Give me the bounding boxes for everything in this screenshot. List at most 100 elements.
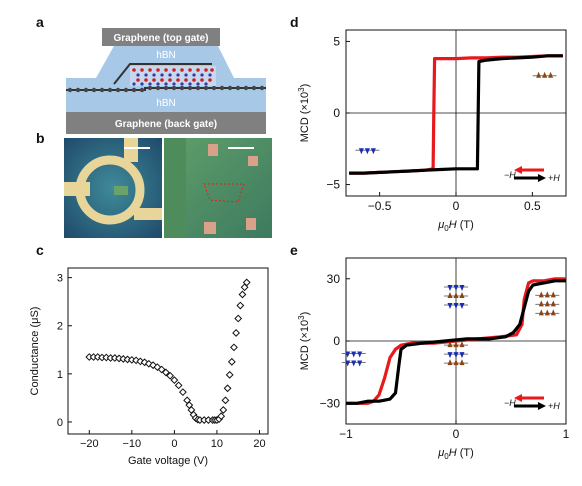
panel-letter-c: c	[36, 242, 44, 258]
mcd-hysteresis-chart-e: −1 0 1 −30 0 30 μ0H (T) MCD (×103) −H +H	[297, 257, 570, 461]
x-tick-label: −10	[122, 438, 141, 450]
legend-label-minus-h: −H	[504, 398, 516, 408]
spin-arrow-down	[370, 148, 376, 155]
spin-arrow-down	[459, 352, 465, 359]
spin-arrow-down	[453, 285, 459, 292]
spin-arrow-down	[459, 285, 465, 292]
data-point	[161, 368, 170, 377]
spin-arrow-up	[459, 341, 465, 348]
spin-arrow-up	[544, 300, 550, 307]
data-point	[230, 343, 238, 352]
spin-arrow-down	[447, 303, 453, 310]
legend-arrowhead-plus-h	[538, 174, 546, 182]
data-point	[242, 278, 251, 287]
data-point	[140, 358, 149, 367]
y-tick-label: −30	[320, 396, 341, 410]
legend-label-minus-h: −H	[504, 170, 516, 180]
plot-frame	[67, 267, 269, 435]
spin-arrow-down	[358, 148, 364, 155]
spin-arrow-up	[544, 309, 550, 316]
y-tick-label: 3	[57, 273, 63, 285]
spin-state-antiparallel-bottom	[444, 341, 468, 366]
spin-arrow-down	[453, 303, 459, 310]
data-point	[157, 365, 166, 374]
spin-arrow-up	[453, 359, 459, 366]
spin-state-down	[355, 148, 380, 155]
x-axis-label: μ0H (T)	[437, 447, 474, 461]
spin-arrow-up	[459, 292, 465, 299]
y-axis-label: MCD (×103)	[297, 84, 311, 143]
data-point	[221, 396, 230, 405]
spin-arrow-down	[364, 148, 370, 155]
data-point	[238, 290, 247, 299]
spin-arrow-up	[447, 359, 453, 366]
spin-arrow-down	[447, 285, 453, 292]
back-gate-label: Graphene (back gate)	[115, 119, 217, 130]
cri3-crystal	[130, 66, 216, 86]
series-line-plus-h	[349, 54, 563, 175]
bottom-hbn-layer	[66, 90, 266, 112]
data-point	[217, 412, 226, 421]
data-point	[234, 314, 243, 323]
y-tick-label: 5	[333, 34, 340, 48]
optical-micrograph-left	[64, 138, 162, 238]
x-tick-label: −20	[80, 438, 99, 450]
y-tick-label: 1	[57, 369, 63, 381]
x-tick-label: 10	[211, 438, 223, 450]
y-tick-label: −5	[326, 178, 340, 192]
spin-arrow-down	[357, 360, 363, 367]
conductance-chart: −20 −10 0 10 20 0 1 2 3 Gate voltage (V) Conductan…	[29, 267, 269, 467]
x-tick-label: 20	[253, 438, 265, 450]
graphene-dots	[67, 85, 265, 93]
back-gate-layer	[66, 112, 266, 134]
spin-arrow-up	[542, 71, 548, 78]
spin-arrow-down	[351, 360, 357, 367]
spin-arrow-down	[447, 352, 453, 359]
spin-state-all-down	[341, 351, 366, 367]
spin-arrow-up	[550, 309, 556, 316]
spin-arrow-up	[536, 71, 542, 78]
data-point	[236, 301, 245, 310]
panel-letter-b: b	[36, 130, 45, 146]
data-point	[225, 370, 234, 379]
data-point	[219, 406, 228, 414]
top-gate-label: Graphene (top gate)	[113, 33, 208, 44]
x-axis-label: μ0H (T)	[437, 219, 474, 233]
spin-arrow-down	[351, 351, 357, 358]
legend-label-plus-h: +H	[548, 173, 560, 183]
data-point	[178, 388, 187, 397]
optical-micrograph-right	[164, 138, 272, 238]
data-point	[170, 376, 179, 385]
spin-arrow-up	[453, 341, 459, 348]
x-tick-label: 0.5	[524, 199, 541, 213]
top-hbn-label: hBN	[156, 50, 175, 61]
data-point	[174, 381, 183, 390]
spin-arrow-down	[345, 360, 351, 367]
spin-arrow-down	[357, 351, 363, 358]
x-tick-label: 0	[453, 427, 460, 441]
legend-arrowhead-minus-h	[514, 166, 522, 174]
data-point	[232, 329, 240, 337]
panel-letter-e: e	[290, 242, 298, 258]
data-point	[166, 371, 175, 380]
y-tick-label: 30	[327, 272, 341, 286]
data-point	[227, 357, 236, 366]
data-point	[132, 356, 140, 365]
spin-arrow-up	[538, 291, 544, 298]
x-tick-label: 0	[453, 199, 460, 213]
spin-arrow-up	[538, 300, 544, 307]
data-point	[153, 363, 162, 372]
spin-arrow-up	[447, 341, 453, 348]
spin-state-all-up	[535, 291, 560, 316]
y-tick-label: 0	[57, 417, 63, 429]
mcd-hysteresis-chart-d: −0.5 0 0.5 −5 0 5 μ0H (T) MCD (×103) −H +H	[297, 29, 567, 233]
graphene-raised	[113, 63, 212, 85]
spin-arrow-up	[550, 291, 556, 298]
spin-state-antiparallel-top	[444, 285, 468, 310]
x-tick-label: 1	[563, 427, 570, 441]
device-schematic: Graphene (top gate) hBN hBN Graphene (ba…	[66, 28, 266, 134]
y-tick-label: 2	[57, 321, 63, 333]
spin-arrow-down	[459, 303, 465, 310]
spin-arrow-up	[447, 292, 453, 299]
spin-arrow-down	[345, 351, 351, 358]
